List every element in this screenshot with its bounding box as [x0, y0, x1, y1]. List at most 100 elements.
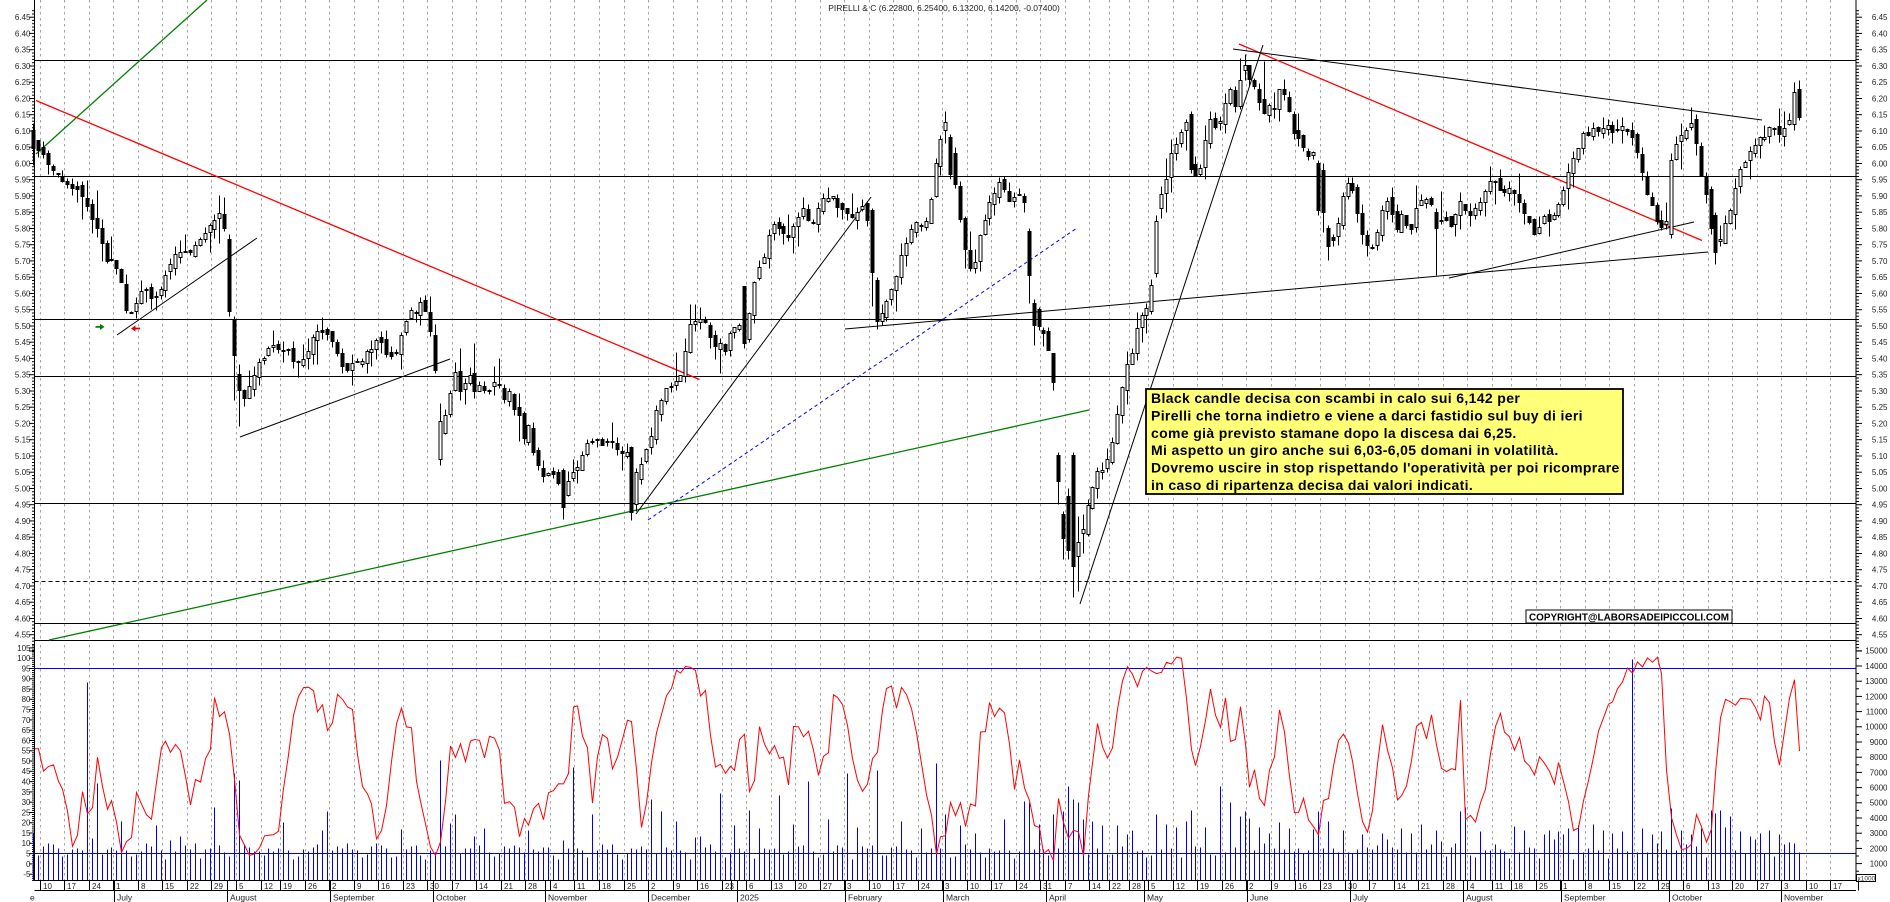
svg-text:5.80: 5.80: [15, 224, 31, 233]
svg-text:24: 24: [92, 882, 101, 891]
svg-text:7000: 7000: [1870, 768, 1888, 777]
svg-text:11: 11: [577, 882, 586, 891]
svg-text:4.70: 4.70: [15, 582, 31, 591]
svg-text:25: 25: [627, 882, 636, 891]
svg-text:4000: 4000: [1870, 814, 1888, 823]
svg-text:6.20: 6.20: [15, 94, 31, 103]
svg-text:5.75: 5.75: [1872, 241, 1888, 250]
svg-text:10: 10: [872, 882, 881, 891]
svg-text:10: 10: [970, 882, 979, 891]
svg-text:3: 3: [1784, 882, 1789, 891]
svg-text:20: 20: [1735, 882, 1744, 891]
svg-text:Dovremo uscire in stop rispett: Dovremo uscire in stop rispettando l'ope…: [1151, 460, 1620, 476]
svg-text:4.95: 4.95: [15, 501, 31, 510]
svg-text:10: 10: [22, 839, 31, 848]
svg-text:2025: 2025: [740, 893, 759, 902]
svg-text:PIRELLI & C (6.22800, 6.25400,: PIRELLI & C (6.22800, 6.25400, 6.13200, …: [828, 3, 1060, 13]
svg-text:24: 24: [1019, 882, 1028, 891]
svg-text:4.60: 4.60: [15, 614, 31, 623]
svg-text:90: 90: [22, 675, 31, 684]
svg-text:5.00: 5.00: [15, 484, 31, 493]
svg-text:30: 30: [1348, 882, 1357, 891]
svg-text:5.55: 5.55: [15, 306, 31, 315]
svg-text:10000: 10000: [1865, 723, 1888, 732]
svg-text:8: 8: [1588, 882, 1593, 891]
svg-text:14: 14: [1092, 882, 1101, 891]
svg-text:5000: 5000: [1870, 799, 1888, 808]
svg-text:26: 26: [308, 882, 317, 891]
svg-text:5.25: 5.25: [1872, 403, 1888, 412]
svg-text:5.65: 5.65: [1872, 273, 1888, 282]
svg-text:6.10: 6.10: [1872, 127, 1888, 136]
svg-text:5.90: 5.90: [1872, 192, 1888, 201]
svg-text:25: 25: [1539, 882, 1548, 891]
svg-text:July: July: [1353, 893, 1369, 902]
svg-text:6.45: 6.45: [1872, 13, 1888, 22]
svg-text:Black candle decisa con scambi: Black candle decisa con scambi in calo s…: [1151, 390, 1520, 406]
svg-text:13: 13: [774, 882, 783, 891]
svg-text:5.10: 5.10: [15, 452, 31, 461]
svg-text:6.15: 6.15: [15, 111, 31, 120]
svg-text:23: 23: [1323, 882, 1332, 891]
svg-text:5.15: 5.15: [15, 436, 31, 445]
svg-text:15000: 15000: [1865, 647, 1888, 656]
svg-text:28: 28: [1132, 882, 1141, 891]
svg-text:December: December: [651, 893, 690, 902]
svg-text:3: 3: [945, 882, 950, 891]
svg-text:7: 7: [1068, 882, 1073, 891]
svg-text:10: 10: [43, 882, 52, 891]
svg-text:September: September: [333, 893, 375, 902]
svg-text:16: 16: [381, 882, 390, 891]
svg-text:23: 23: [725, 882, 734, 891]
svg-text:95: 95: [22, 664, 31, 673]
svg-text:6000: 6000: [1870, 784, 1888, 793]
svg-text:7: 7: [455, 882, 460, 891]
svg-text:5: 5: [239, 882, 244, 891]
svg-text:2: 2: [651, 882, 656, 891]
svg-text:August: August: [230, 893, 257, 902]
svg-text:27: 27: [823, 882, 832, 891]
svg-text:100: 100: [17, 654, 31, 663]
svg-text:6.00: 6.00: [15, 159, 31, 168]
svg-text:30: 30: [430, 882, 439, 891]
svg-text:4.65: 4.65: [15, 598, 31, 607]
svg-text:75: 75: [22, 706, 31, 715]
svg-text:5.95: 5.95: [15, 176, 31, 185]
svg-text:5.00: 5.00: [1872, 484, 1888, 493]
svg-text:6.10: 6.10: [15, 127, 31, 136]
svg-text:COPYRIGHT@LABORSADEIPICCOLI.CO: COPYRIGHT@LABORSADEIPICCOLI.COM: [1529, 612, 1729, 624]
svg-text:5.45: 5.45: [1872, 338, 1888, 347]
svg-text:4.85: 4.85: [1872, 533, 1888, 542]
svg-text:5.60: 5.60: [1872, 289, 1888, 298]
svg-text:October: October: [436, 893, 466, 902]
svg-text:0: 0: [26, 860, 31, 869]
svg-text:February: February: [848, 893, 883, 902]
svg-text:11: 11: [1495, 882, 1504, 891]
svg-text:16: 16: [700, 882, 709, 891]
svg-text:5.05: 5.05: [15, 468, 31, 477]
svg-text:March: March: [946, 893, 970, 902]
svg-text:19: 19: [1200, 882, 1209, 891]
svg-text:3: 3: [847, 882, 852, 891]
svg-text:5.65: 5.65: [15, 273, 31, 282]
svg-text:5.05: 5.05: [1872, 468, 1888, 477]
svg-text:15: 15: [1612, 882, 1621, 891]
svg-text:4.70: 4.70: [1872, 582, 1888, 591]
svg-text:6.05: 6.05: [15, 143, 31, 152]
svg-text:Mi aspetto un giro anche sui 6: Mi aspetto un giro anche sui 6,03-6,05 d…: [1151, 442, 1559, 458]
svg-text:11000: 11000: [1866, 708, 1888, 717]
svg-text:20: 20: [798, 882, 807, 891]
svg-text:5.95: 5.95: [1872, 176, 1888, 185]
svg-text:26: 26: [1225, 882, 1234, 891]
svg-text:5: 5: [26, 850, 31, 859]
svg-text:15: 15: [22, 829, 31, 838]
svg-text:12: 12: [1176, 882, 1185, 891]
svg-text:5.20: 5.20: [15, 419, 31, 428]
svg-text:13000: 13000: [1865, 677, 1888, 686]
svg-text:28: 28: [1446, 882, 1455, 891]
svg-text:21: 21: [1421, 882, 1430, 891]
svg-text:5.35: 5.35: [15, 371, 31, 380]
svg-text:23: 23: [406, 882, 415, 891]
svg-text:19: 19: [283, 882, 292, 891]
svg-text:29: 29: [1661, 882, 1670, 891]
